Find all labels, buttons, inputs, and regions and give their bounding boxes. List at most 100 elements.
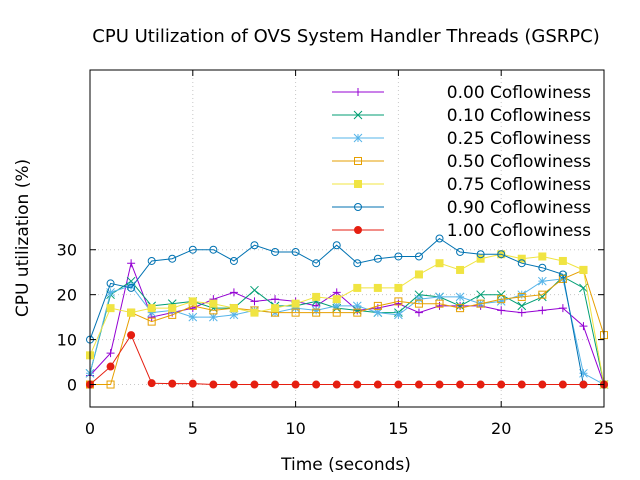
data-point [456, 247, 465, 256]
x-tick-label: 15 [388, 419, 408, 438]
data-point [517, 290, 527, 300]
data-point [579, 380, 588, 389]
data-point [456, 265, 465, 274]
data-point [373, 254, 382, 263]
y-tick-label: 10 [57, 331, 77, 350]
data-point [579, 322, 588, 331]
data-point [517, 292, 526, 301]
data-point [373, 283, 382, 292]
data-point [188, 245, 197, 254]
data-point [455, 292, 465, 302]
data-point [168, 254, 177, 263]
data-point [312, 259, 321, 268]
data-point [106, 304, 115, 313]
data-point [497, 295, 506, 304]
data-point [250, 241, 259, 250]
data-point [435, 259, 444, 268]
data-point [414, 290, 424, 300]
data-point [476, 380, 485, 389]
data-point [106, 362, 115, 371]
data-point [414, 308, 423, 317]
data-point [456, 304, 465, 313]
data-point [353, 308, 362, 317]
data-point [497, 306, 506, 315]
data-point [373, 380, 382, 389]
data-point [229, 304, 238, 313]
data-point [394, 297, 403, 306]
data-point [147, 308, 157, 317]
data-point [353, 283, 362, 292]
y-tick-label: 20 [57, 286, 77, 305]
series-0-75 [86, 250, 608, 389]
data-point [271, 304, 280, 313]
data-point [558, 304, 567, 313]
x-tick-label: 20 [491, 419, 511, 438]
plot-frame [89, 69, 605, 408]
data-point [353, 380, 362, 389]
data-point [291, 308, 300, 317]
data-point [517, 301, 527, 311]
data-point [496, 290, 506, 300]
data-point [209, 380, 218, 389]
data-point [456, 380, 465, 389]
data-point [271, 247, 280, 256]
data-point [394, 310, 403, 320]
data-point [147, 304, 156, 313]
data-point [271, 295, 280, 304]
legend-item: 1.00 Coflowiness [332, 221, 591, 241]
legend-item: 0.75 Coflowiness [332, 175, 591, 195]
data-point [414, 294, 424, 304]
data-point [394, 380, 403, 389]
data-point [332, 241, 341, 250]
data-point [497, 250, 506, 259]
data-point [538, 252, 547, 261]
data-point [435, 299, 444, 308]
legend-marker [354, 88, 362, 96]
data-point [435, 301, 444, 310]
legend-label: 0.10 Coflowiness [447, 106, 591, 126]
data-point [291, 380, 300, 389]
legend-label: 0.50 Coflowiness [447, 152, 591, 172]
data-point [312, 380, 321, 389]
data-point [106, 288, 115, 297]
data-point [414, 299, 423, 308]
x-tick-label: 10 [285, 419, 305, 438]
legend-label: 0.00 Coflowiness [447, 83, 591, 103]
data-point [229, 380, 238, 389]
series-line [89, 261, 605, 385]
data-point [517, 380, 526, 389]
data-point [435, 292, 444, 302]
data-point [312, 292, 321, 301]
data-point [332, 380, 341, 389]
series-1-00 [86, 331, 608, 389]
legend-marker [353, 110, 363, 120]
data-point [579, 368, 588, 378]
data-point [106, 380, 115, 389]
legend-marker [354, 157, 362, 165]
legend-marker [354, 180, 362, 188]
data-point [312, 308, 321, 317]
data-point [435, 234, 444, 243]
legend-item: 0.25 Coflowiness [332, 129, 591, 149]
series-line [89, 334, 604, 385]
x-tick-label: 5 [188, 419, 198, 438]
series-0-50 [86, 265, 608, 389]
series-line [89, 237, 604, 385]
data-point [414, 270, 423, 279]
legend-item: 0.10 Coflowiness [332, 106, 591, 126]
legend-marker [354, 203, 362, 211]
data-point [476, 299, 485, 308]
legend: 0.00 Coflowiness 0.10 Coflowiness 0.25 Cof… [332, 83, 591, 241]
legend-item: 0.90 Coflowiness [332, 198, 591, 218]
data-point [558, 380, 567, 389]
data-point [414, 252, 423, 261]
legend-marker [354, 226, 362, 234]
data-point [311, 306, 321, 315]
x-axis-label: Time (seconds) [280, 455, 411, 475]
data-point [188, 379, 197, 388]
legend-label: 0.90 Coflowiness [447, 198, 591, 218]
y-tick-label: 0 [67, 376, 77, 395]
data-point [250, 285, 259, 295]
data-point [291, 303, 300, 313]
